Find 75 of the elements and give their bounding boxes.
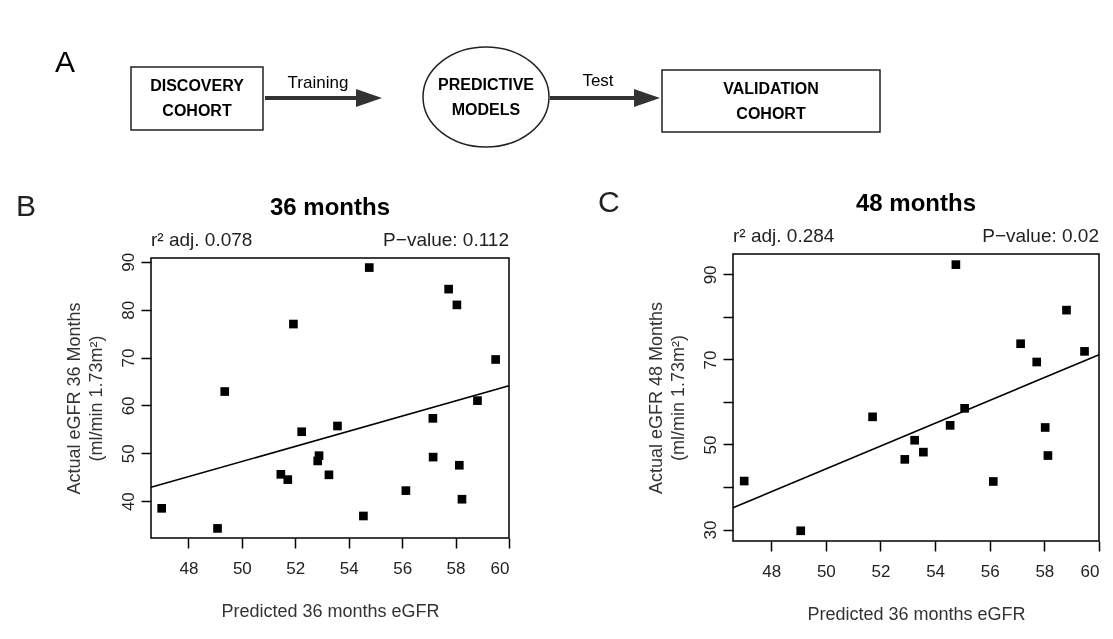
- y-tick-label: 70: [700, 350, 720, 370]
- y-tick-label: 80: [118, 300, 138, 320]
- y-tick-label: 50: [118, 444, 138, 464]
- point: [213, 524, 222, 533]
- point: [988, 477, 998, 486]
- point: [900, 455, 910, 464]
- text: Test: [582, 70, 614, 90]
- x-tick-label: 56: [980, 561, 1000, 581]
- chart-title: 36 months: [269, 193, 391, 220]
- point: [951, 260, 961, 269]
- text: C: [598, 185, 620, 218]
- point: [364, 263, 374, 272]
- point: [333, 421, 342, 431]
- x-tick-label: 50: [232, 558, 252, 578]
- point: [283, 475, 293, 484]
- point: [910, 435, 919, 445]
- y-tick-label: 90: [118, 252, 138, 272]
- y-tick-label: 40: [118, 492, 138, 512]
- point: [796, 526, 806, 536]
- point: [1062, 305, 1071, 315]
- y-tick-label: 30: [700, 520, 720, 540]
- x-tick-label: 58: [1035, 561, 1055, 581]
- text: VALIDATION COHORT: [723, 79, 819, 123]
- point: [868, 412, 877, 422]
- text: Training: [287, 72, 349, 92]
- y-tick-label: 60: [118, 396, 138, 416]
- point: [313, 456, 323, 466]
- point: [473, 396, 482, 405]
- point: [1080, 347, 1089, 356]
- y-axis-title: Actual eGFR 48 Months (ml/min 1.73m²): [645, 301, 688, 495]
- point: [157, 503, 167, 513]
- x-tick-label: 56: [393, 558, 413, 578]
- text: P−value: 0.02: [982, 225, 1099, 246]
- y-tick-label: 50: [700, 435, 720, 455]
- point: [1040, 423, 1050, 432]
- y-axis-title: Actual eGFR 36 Months (ml/min 1.73m²): [63, 302, 106, 495]
- x-tick-label: 50: [816, 561, 836, 581]
- point: [220, 387, 230, 396]
- point: [945, 421, 955, 430]
- point: [457, 494, 467, 504]
- x-axis-title: Predicted 36 months eGFR: [807, 603, 1026, 624]
- text: PREDICTIVE MODELS: [437, 75, 535, 119]
- x-tick-label: 54: [339, 558, 359, 578]
- y-tick-label: 70: [118, 348, 138, 368]
- text: B: [16, 189, 37, 222]
- x-axis-title: Predicted 36 months eGFR: [221, 600, 440, 621]
- point: [289, 319, 298, 329]
- point: [428, 414, 438, 423]
- point: [401, 486, 411, 495]
- x-tick-label: 48: [179, 558, 199, 578]
- x-tick-label: 60: [1080, 561, 1100, 581]
- x-tick-label: 48: [762, 561, 782, 581]
- x-tick-label: 60: [490, 558, 510, 578]
- text: r² adj. 0.284: [733, 225, 835, 246]
- point: [739, 476, 749, 486]
- point: [1032, 357, 1042, 367]
- text: r² adj. 0.078: [151, 229, 253, 250]
- text: P−value: 0.112: [383, 229, 509, 250]
- text: DISCOVERY COHORT: [150, 76, 245, 120]
- point: [919, 447, 928, 457]
- y-tick-label: 90: [700, 265, 720, 285]
- point: [444, 284, 453, 294]
- point: [297, 427, 307, 437]
- point: [1043, 451, 1053, 460]
- point: [324, 470, 334, 480]
- text: A: [55, 45, 76, 78]
- chart-title: 48 months: [855, 189, 977, 216]
- x-tick-label: 52: [286, 558, 306, 578]
- point: [1016, 339, 1025, 349]
- point: [359, 511, 368, 521]
- x-tick-label: 52: [871, 561, 891, 581]
- x-tick-label: 54: [926, 561, 946, 581]
- x-tick-label: 58: [446, 558, 466, 578]
- point: [491, 355, 500, 364]
- point: [454, 460, 464, 470]
